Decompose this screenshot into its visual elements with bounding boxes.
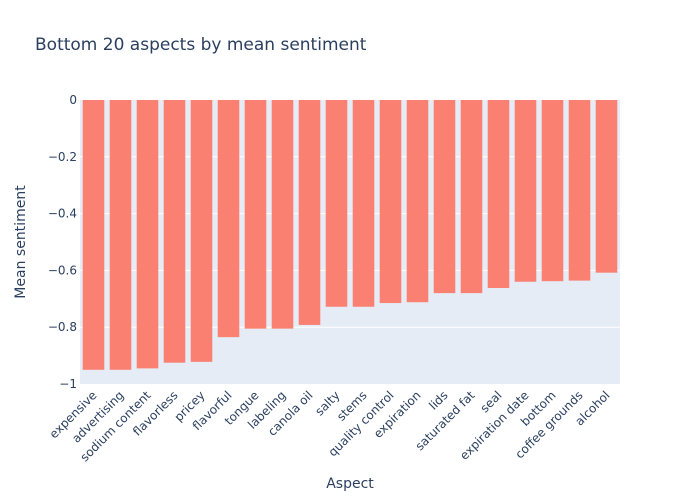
bar-salty[interactable] <box>325 100 348 307</box>
bar-stems[interactable] <box>352 100 375 307</box>
y-axis-ticks: 0 −0.2 −0.4 −0.6 −0.8 −1 <box>48 93 77 391</box>
bar-bottom[interactable] <box>541 100 564 282</box>
bar-alcohol[interactable] <box>595 100 618 273</box>
bar-tongue[interactable] <box>244 100 267 329</box>
bar-expensive[interactable] <box>82 100 105 370</box>
y-tick-label: −0.4 <box>48 207 77 221</box>
bar-coffee-grounds[interactable] <box>568 100 591 281</box>
bar-expiration[interactable] <box>406 100 429 303</box>
bar-labeling[interactable] <box>271 100 294 329</box>
x-axis-title: Aspect <box>326 476 374 492</box>
y-axis-title: Mean sentiment <box>13 185 29 299</box>
bar-expiration-date[interactable] <box>514 100 537 282</box>
y-tick-label: −0.8 <box>48 320 77 334</box>
bar-advertising[interactable] <box>109 100 132 370</box>
plot-area <box>80 100 620 384</box>
bar-canola-oil[interactable] <box>298 100 321 325</box>
bar-quality-control[interactable] <box>379 100 402 304</box>
bar-saturated-fat[interactable] <box>460 100 483 294</box>
bar-flavorful[interactable] <box>217 100 240 338</box>
y-tick-label: 0 <box>69 93 77 107</box>
bar-seal[interactable] <box>487 100 510 289</box>
y-tick-label: −1 <box>59 377 77 391</box>
bar-flavorless[interactable] <box>163 100 186 363</box>
bar-pricey[interactable] <box>190 100 213 362</box>
bar-sodium-content[interactable] <box>136 100 159 369</box>
y-tick-label: −0.6 <box>48 263 77 277</box>
bars <box>82 100 618 370</box>
bar-lids[interactable] <box>433 100 456 294</box>
chart-title: Bottom 20 aspects by mean sentiment <box>35 35 367 55</box>
y-tick-label: −0.2 <box>48 150 77 164</box>
